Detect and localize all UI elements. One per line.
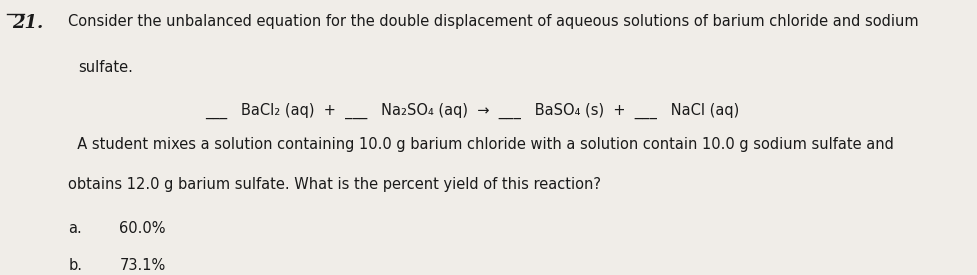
Text: Consider the unbalanced equation for the double displacement of aqueous solution: Consider the unbalanced equation for the… bbox=[68, 14, 918, 29]
Text: ___   BaCl₂ (aq)  +  ___   Na₂SO₄ (aq)  →  ___   BaSO₄ (s)  +  ___   NaCl (aq): ___ BaCl₂ (aq) + ___ Na₂SO₄ (aq) → ___ B… bbox=[205, 103, 739, 119]
Text: a.: a. bbox=[68, 221, 82, 236]
Text: A student mixes a solution containing 10.0 g barium chloride with a solution con: A student mixes a solution containing 10… bbox=[68, 138, 893, 153]
Text: 21.: 21. bbox=[12, 14, 43, 32]
Text: obtains 12.0 g barium sulfate. What is the percent yield of this reaction?: obtains 12.0 g barium sulfate. What is t… bbox=[68, 177, 601, 192]
Text: b.: b. bbox=[68, 258, 82, 274]
Text: 60.0%: 60.0% bbox=[119, 221, 166, 236]
Text: sulfate.: sulfate. bbox=[78, 60, 133, 76]
Text: 73.1%: 73.1% bbox=[119, 258, 165, 274]
